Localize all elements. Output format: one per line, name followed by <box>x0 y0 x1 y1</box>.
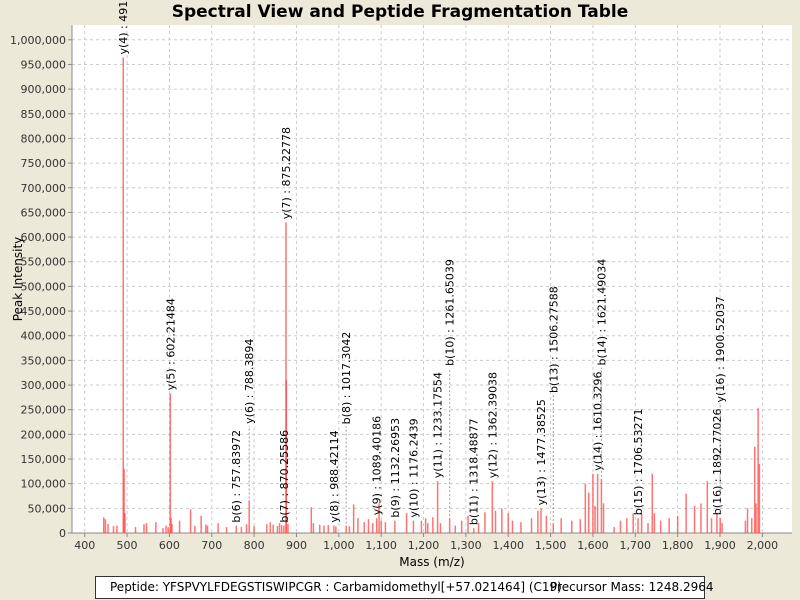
y-tick-label: 400,000 <box>21 330 67 343</box>
y-tick-label: 0 <box>59 527 66 540</box>
y-tick-label: 800,000 <box>21 132 67 145</box>
peak-annotation: y(11) : 1233.17554 <box>432 372 445 478</box>
peak-annotation: b(14) : 1621.49034 <box>595 259 608 366</box>
y-tick-label: 200,000 <box>21 428 67 441</box>
x-tick-label: 1,800 <box>662 539 694 552</box>
y-axis-label: Peak Intensity <box>11 237 25 322</box>
y-tick-label: 500,000 <box>21 280 67 293</box>
x-tick-label: 1,900 <box>704 539 736 552</box>
y-tick-label: 850,000 <box>21 108 67 121</box>
y-tick-label: 700,000 <box>21 182 67 195</box>
peak-annotation: y(4) : 491.20856 <box>117 0 130 55</box>
x-tick-label: 2,000 <box>747 539 779 552</box>
y-tick-label: 350,000 <box>21 354 67 367</box>
peak-annotation: y(10) : 1176.2439 <box>407 418 420 517</box>
precursor-mass-text: Precursor Mass: 1248.2964 <box>550 580 714 594</box>
peak-annotation: y(6) : 788.3894 <box>243 339 256 424</box>
x-tick-label: 1,100 <box>365 539 397 552</box>
y-tick-label: 450,000 <box>21 305 67 318</box>
peak-annotation: b(8) : 1017.3042 <box>340 332 353 425</box>
peak-annotation: y(16) : 1900.52037 <box>714 296 727 402</box>
y-tick-label: 100,000 <box>21 478 67 491</box>
peak-annotation: b(10) : 1261.65039 <box>444 259 457 366</box>
y-tick-label: 1,000,000 <box>10 34 66 47</box>
x-tick-label: 500 <box>117 539 138 552</box>
peak-annotation: y(12) : 1362.39038 <box>486 372 499 478</box>
chart-title: Spectral View and Peptide Fragmentation … <box>171 2 629 22</box>
peak-annotation: b(11) : 1318.48877 <box>468 418 481 525</box>
x-tick-label: 1,600 <box>577 539 609 552</box>
peak-annotation: y(7) : 875.22778 <box>280 127 293 219</box>
x-tick-label: 600 <box>159 539 180 552</box>
x-tick-label: 900 <box>286 539 307 552</box>
peak-annotation: y(13) : 1477.38525 <box>535 399 548 505</box>
x-tick-label: 1,700 <box>620 539 652 552</box>
plot-area <box>72 25 792 533</box>
peptide-text: Peptide: YFSPVYLFDEGSTISWIPCGR : Carbami… <box>110 580 562 594</box>
y-tick-label: 750,000 <box>21 157 67 170</box>
x-axis-label: Mass (m/z) <box>399 555 464 569</box>
x-tick-label: 800 <box>244 539 265 552</box>
y-tick-label: 150,000 <box>21 453 67 466</box>
x-tick-label: 700 <box>201 539 222 552</box>
peak-annotation: b(6) : 757.83972 <box>230 430 243 523</box>
peak-annotation: b(7) : 870.25586 <box>278 430 291 523</box>
x-tick-label: 1,000 <box>323 539 355 552</box>
peak-annotation: b(15) : 1706.53271 <box>632 408 645 515</box>
y-tick-label: 600,000 <box>21 231 67 244</box>
peak-annotation: y(5) : 602.21484 <box>164 298 177 390</box>
y-tick-label: 550,000 <box>21 256 67 269</box>
y-tick-label: 50,000 <box>28 502 67 515</box>
peptide-info-box: Peptide: YFSPVYLFDEGSTISWIPCGR : Carbami… <box>95 576 714 599</box>
peak-annotation: b(16) : 1892.77026 <box>711 408 724 515</box>
y-tick-label: 300,000 <box>21 379 67 392</box>
y-tick-label: 950,000 <box>21 58 67 71</box>
peak-annotation: b(13) : 1506.27588 <box>547 286 560 393</box>
y-tick-label: 650,000 <box>21 206 67 219</box>
y-tick-label: 900,000 <box>21 83 67 96</box>
x-tick-label: 1,500 <box>535 539 567 552</box>
peak-annotation: b(9) : 1132.26953 <box>389 418 402 518</box>
x-tick-label: 400 <box>74 539 95 552</box>
y-tick-label: 250,000 <box>21 404 67 417</box>
peak-annotation: y(8) : 988.42114 <box>328 430 341 522</box>
x-tick-label: 1,400 <box>492 539 524 552</box>
x-tick-label: 1,300 <box>450 539 482 552</box>
peak-annotation: y(14) : 1610.3296 <box>592 372 605 471</box>
x-tick-label: 1,200 <box>408 539 440 552</box>
peak-annotation: y(9) : 1089.40186 <box>371 416 384 515</box>
